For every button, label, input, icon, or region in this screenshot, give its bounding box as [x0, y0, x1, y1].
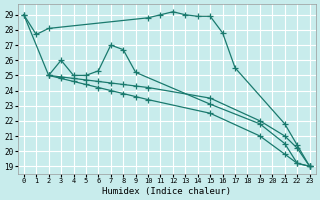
- X-axis label: Humidex (Indice chaleur): Humidex (Indice chaleur): [102, 187, 231, 196]
